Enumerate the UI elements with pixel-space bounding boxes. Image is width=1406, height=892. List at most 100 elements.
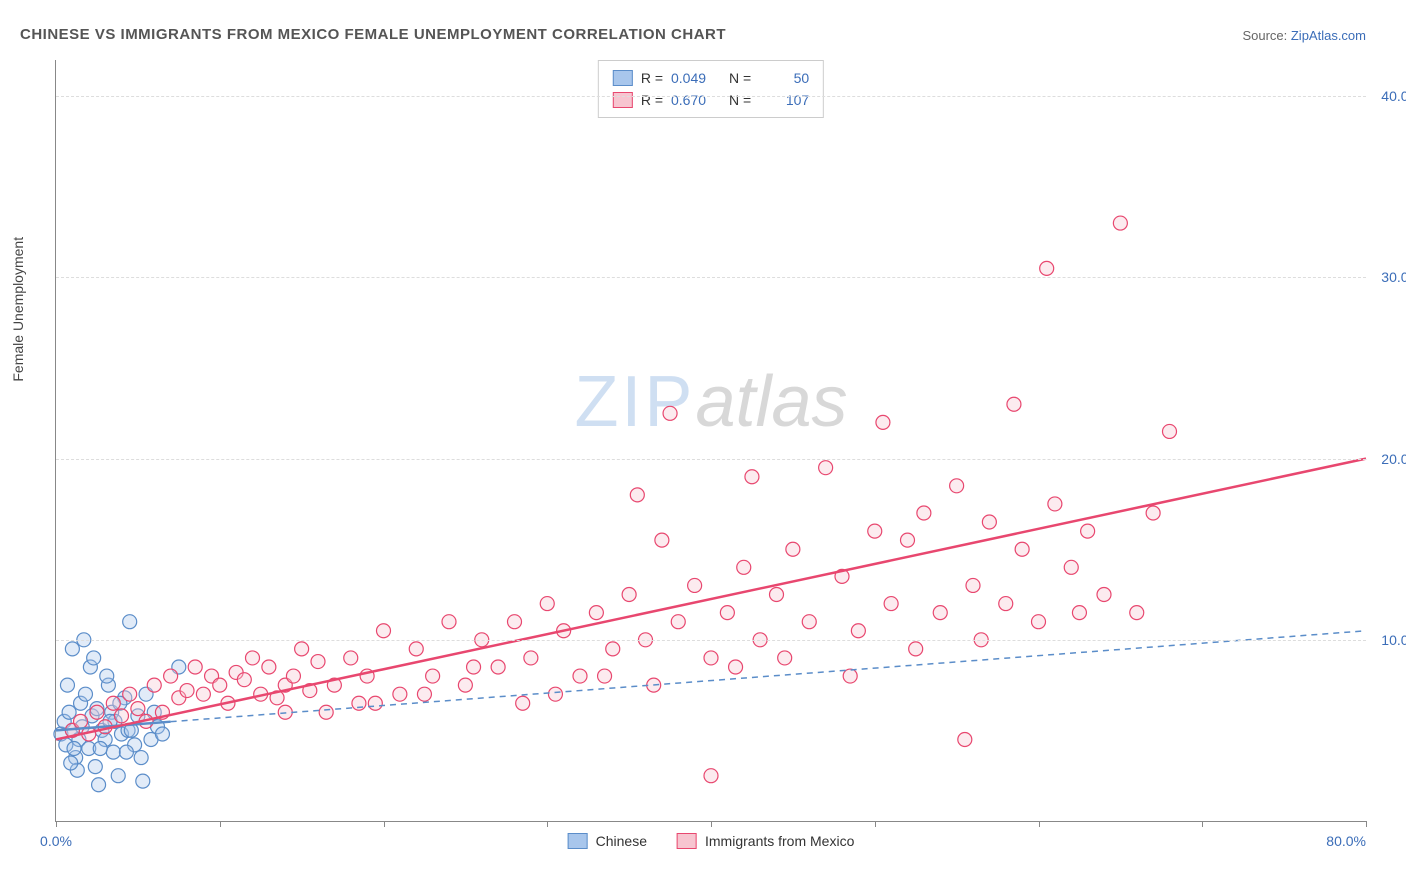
n-label: N = — [729, 89, 751, 111]
data-point-mexico — [901, 533, 915, 547]
data-point-mexico — [508, 615, 522, 629]
data-point-mexico — [213, 678, 227, 692]
gridline — [56, 459, 1366, 460]
n-value: 50 — [759, 67, 809, 89]
r-label: R = — [641, 89, 663, 111]
chart-title: CHINESE VS IMMIGRANTS FROM MEXICO FEMALE… — [20, 26, 726, 43]
data-point-mexico — [786, 542, 800, 556]
data-point-mexico — [262, 660, 276, 674]
legend-series-label: Immigrants from Mexico — [705, 833, 854, 849]
data-point-mexico — [442, 615, 456, 629]
x-tick — [220, 821, 221, 827]
x-tick — [875, 821, 876, 827]
data-point-mexico — [123, 687, 137, 701]
data-point-chinese — [87, 651, 101, 665]
data-point-chinese — [111, 769, 125, 783]
data-point-chinese — [134, 751, 148, 765]
data-point-mexico — [704, 651, 718, 665]
data-point-mexico — [950, 479, 964, 493]
x-tick — [1366, 821, 1367, 827]
data-point-mexico — [606, 642, 620, 656]
data-point-chinese — [78, 687, 92, 701]
data-point-mexico — [164, 669, 178, 683]
data-point-mexico — [909, 642, 923, 656]
data-point-chinese — [60, 678, 74, 692]
data-point-mexico — [704, 769, 718, 783]
data-point-mexico — [876, 415, 890, 429]
x-tick — [1202, 821, 1203, 827]
data-point-mexico — [548, 687, 562, 701]
correlation-legend: R =0.049N =50R =0.670N =107 — [598, 60, 824, 118]
r-label: R = — [641, 67, 663, 89]
data-point-mexico — [843, 669, 857, 683]
data-point-mexico — [999, 597, 1013, 611]
data-point-mexico — [598, 669, 612, 683]
data-point-mexico — [729, 660, 743, 674]
data-point-mexico — [1032, 615, 1046, 629]
x-tick-label: 0.0% — [40, 833, 72, 849]
data-point-mexico — [74, 714, 88, 728]
data-point-mexico — [982, 515, 996, 529]
series-legend: Chinese Immigrants from Mexico — [568, 833, 855, 849]
y-tick-label: 20.0% — [1381, 451, 1406, 467]
scatter-svg — [56, 60, 1366, 821]
source-attribution: Source: ZipAtlas.com — [1242, 28, 1366, 43]
source-label: Source: — [1242, 28, 1290, 43]
data-point-mexico — [745, 470, 759, 484]
data-point-mexico — [630, 488, 644, 502]
y-axis-label: Female Unemployment — [10, 237, 26, 382]
data-point-chinese — [93, 742, 107, 756]
x-tick-label: 80.0% — [1326, 833, 1366, 849]
data-point-chinese — [67, 742, 81, 756]
data-point-mexico — [246, 651, 260, 665]
legend-series-label: Chinese — [596, 833, 647, 849]
data-point-mexico — [720, 606, 734, 620]
data-point-mexico — [851, 624, 865, 638]
data-point-mexico — [90, 705, 104, 719]
source-link[interactable]: ZipAtlas.com — [1291, 28, 1366, 43]
y-tick-label: 40.0% — [1381, 88, 1406, 104]
data-point-mexico — [377, 624, 391, 638]
data-point-mexico — [1040, 261, 1054, 275]
data-point-mexico — [1163, 424, 1177, 438]
data-point-mexico — [295, 642, 309, 656]
data-point-mexico — [540, 597, 554, 611]
data-point-mexico — [147, 678, 161, 692]
data-point-mexico — [106, 696, 120, 710]
data-point-mexico — [770, 588, 784, 602]
data-point-chinese — [100, 669, 114, 683]
data-point-mexico — [1146, 506, 1160, 520]
data-point-mexico — [688, 578, 702, 592]
data-point-mexico — [286, 669, 300, 683]
data-point-mexico — [663, 406, 677, 420]
data-point-mexico — [237, 673, 251, 687]
legend-swatch — [613, 70, 633, 86]
data-point-chinese — [65, 642, 79, 656]
chart-plot-area: ZIPatlas R =0.049N =50R =0.670N =107 Chi… — [55, 60, 1366, 822]
data-point-mexico — [737, 560, 751, 574]
data-point-mexico — [966, 578, 980, 592]
data-point-mexico — [393, 687, 407, 701]
data-point-mexico — [958, 732, 972, 746]
data-point-mexico — [1015, 542, 1029, 556]
legend-series-chinese: Chinese — [568, 833, 647, 849]
data-point-mexico — [491, 660, 505, 674]
data-point-mexico — [1081, 524, 1095, 538]
data-point-mexico — [1113, 216, 1127, 230]
data-point-chinese — [136, 774, 150, 788]
data-point-mexico — [1007, 397, 1021, 411]
data-point-mexico — [884, 597, 898, 611]
data-point-mexico — [467, 660, 481, 674]
y-tick-label: 10.0% — [1381, 632, 1406, 648]
gridline — [56, 640, 1366, 641]
data-point-mexico — [1130, 606, 1144, 620]
data-point-chinese — [88, 760, 102, 774]
data-point-chinese — [123, 615, 137, 629]
data-point-mexico — [115, 709, 129, 723]
legend-swatch — [613, 92, 633, 108]
data-point-mexico — [188, 660, 202, 674]
data-point-chinese — [119, 745, 133, 759]
data-point-mexico — [1072, 606, 1086, 620]
data-point-mexico — [196, 687, 210, 701]
data-point-mexico — [524, 651, 538, 665]
